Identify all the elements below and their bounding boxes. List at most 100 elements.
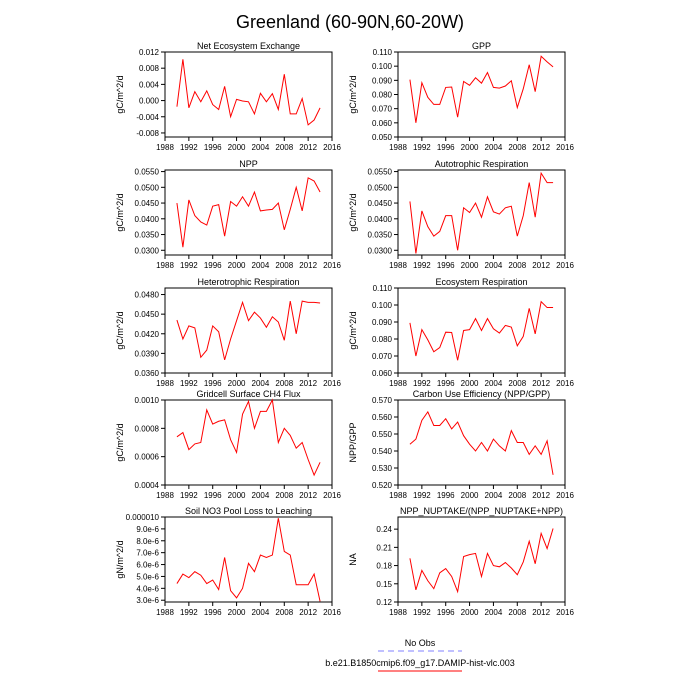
y-tick-label: 0.0350 bbox=[368, 231, 393, 240]
y-tick-label: 0.0500 bbox=[135, 183, 160, 192]
x-tick-label: 2000 bbox=[461, 261, 479, 270]
x-tick-label: 1992 bbox=[413, 143, 431, 152]
x-tick-label: 2004 bbox=[485, 143, 503, 152]
x-tick-label: 1988 bbox=[156, 608, 174, 617]
y-tick-label: 0.530 bbox=[372, 464, 393, 473]
x-tick-label: 2008 bbox=[275, 379, 293, 388]
chart-panel: Carbon Use Efficiency (NPP/GPP) NPP/GPP 19… bbox=[348, 389, 574, 500]
x-tick-label: 1992 bbox=[180, 491, 198, 500]
x-tick-label: 2016 bbox=[556, 491, 574, 500]
x-tick-label: 1996 bbox=[204, 491, 222, 500]
y-tick-label: 0.0400 bbox=[368, 215, 393, 224]
chart-panel: Gridcell Surface CH4 Flux gC/m^2/d 1988 199… bbox=[115, 389, 341, 500]
y-axis-label: gC/m^2/d bbox=[115, 311, 125, 349]
x-tick-label: 2008 bbox=[508, 608, 526, 617]
chart-title: Ecosystem Respiration bbox=[435, 277, 527, 287]
y-tick-label: -0.004 bbox=[136, 113, 159, 122]
y-tick-label: 9.0e-6 bbox=[136, 525, 159, 534]
x-tick-label: 2016 bbox=[556, 143, 574, 152]
x-tick-label: 2012 bbox=[532, 261, 550, 270]
x-tick-label: 2012 bbox=[532, 379, 550, 388]
x-tick-label: 2004 bbox=[485, 608, 503, 617]
x-tick-label: 2016 bbox=[556, 379, 574, 388]
x-tick-label: 2012 bbox=[299, 261, 317, 270]
y-tick-label: 0.090 bbox=[372, 318, 393, 327]
x-tick-label: 1988 bbox=[389, 261, 407, 270]
x-tick-label: 1996 bbox=[204, 379, 222, 388]
y-tick-label: 0.540 bbox=[372, 447, 393, 456]
x-tick-label: 1992 bbox=[180, 143, 198, 152]
x-tick-label: 2008 bbox=[508, 491, 526, 500]
plot-frame bbox=[397, 169, 566, 256]
y-axis-label: gC/m^2/d bbox=[115, 423, 125, 461]
x-tick-label: 2004 bbox=[252, 261, 270, 270]
y-tick-label: 0.060 bbox=[372, 369, 393, 378]
x-tick-label: 2012 bbox=[299, 608, 317, 617]
x-tick-label: 1996 bbox=[437, 491, 455, 500]
x-tick-label: 1996 bbox=[204, 261, 222, 270]
x-tick-label: 2004 bbox=[485, 379, 503, 388]
y-tick-label: 0.090 bbox=[372, 76, 393, 85]
x-tick-label: 2000 bbox=[461, 143, 479, 152]
y-tick-label: 4.0e-6 bbox=[136, 584, 159, 593]
x-tick-label: 1988 bbox=[156, 143, 174, 152]
x-tick-label: 2012 bbox=[299, 379, 317, 388]
chart-panel: NPP gC/m^2/d 1988 1992 1996 2000 2004 2008 2012 2… bbox=[115, 159, 341, 270]
x-tick-label: 2000 bbox=[461, 608, 479, 617]
x-tick-label: 2000 bbox=[461, 491, 479, 500]
plot-frame bbox=[164, 399, 333, 486]
x-tick-label: 1988 bbox=[389, 379, 407, 388]
y-tick-label: 6.0e-6 bbox=[136, 561, 159, 570]
x-tick-label: 1996 bbox=[437, 261, 455, 270]
y-tick-label: 0.18 bbox=[376, 562, 392, 571]
series-line bbox=[176, 177, 321, 248]
x-tick-label: 2000 bbox=[228, 261, 246, 270]
chart-panel: NPP_NUPTAKE/(NPP_NUPTAKE+NPP) NA 1988 1992 1… bbox=[348, 506, 574, 617]
x-tick-label: 2016 bbox=[323, 379, 341, 388]
series-line bbox=[409, 528, 554, 594]
x-tick-label: 2016 bbox=[323, 143, 341, 152]
series-line bbox=[176, 518, 321, 602]
y-axis-label: gC/m^2/d bbox=[115, 193, 125, 231]
plot-frame bbox=[164, 516, 333, 603]
y-tick-label: 0.004 bbox=[139, 80, 160, 89]
x-tick-label: 2000 bbox=[228, 491, 246, 500]
legend: No Obs b.e21.B1850cmip6.f09_g17.DAMIP-hi… bbox=[325, 638, 515, 672]
plot-frame bbox=[397, 287, 566, 374]
y-tick-label: 0.0420 bbox=[135, 330, 160, 339]
x-tick-label: 2016 bbox=[556, 608, 574, 617]
plot-frame bbox=[397, 399, 566, 486]
plot-frame bbox=[397, 516, 566, 603]
chart-title: Soil NO3 Pool Loss to Leaching bbox=[185, 506, 312, 516]
x-tick-label: 1988 bbox=[156, 379, 174, 388]
y-tick-label: 0.100 bbox=[372, 62, 393, 71]
y-tick-label: 0.060 bbox=[372, 119, 393, 128]
chart-panel: Soil NO3 Pool Loss to Leaching gN/m^2/d 19… bbox=[115, 506, 341, 617]
series-line bbox=[176, 300, 321, 361]
y-tick-label: 0.12 bbox=[376, 598, 392, 607]
y-tick-label: 0.0360 bbox=[135, 369, 160, 378]
y-tick-label: 0.0550 bbox=[368, 168, 393, 177]
x-tick-label: 2012 bbox=[532, 608, 550, 617]
y-tick-label: 0.0500 bbox=[368, 183, 393, 192]
y-tick-label: 0.21 bbox=[376, 543, 392, 552]
plot-frame bbox=[164, 169, 333, 256]
y-tick-label: 0.0450 bbox=[135, 199, 160, 208]
x-tick-label: 2008 bbox=[275, 143, 293, 152]
y-tick-label: 0.070 bbox=[372, 105, 393, 114]
series-line bbox=[409, 55, 554, 123]
x-tick-label: 2008 bbox=[508, 379, 526, 388]
y-tick-label: 0.550 bbox=[372, 430, 393, 439]
page-title: Greenland (60-90N,60-20W) bbox=[236, 12, 464, 32]
x-tick-label: 1996 bbox=[437, 143, 455, 152]
y-axis-label: gC/m^2/d bbox=[348, 311, 358, 349]
y-tick-label: 0.100 bbox=[372, 301, 393, 310]
x-tick-label: 2008 bbox=[275, 608, 293, 617]
x-tick-label: 1992 bbox=[180, 261, 198, 270]
x-tick-label: 2004 bbox=[485, 491, 503, 500]
x-tick-label: 1996 bbox=[204, 608, 222, 617]
x-tick-label: 2004 bbox=[485, 261, 503, 270]
x-tick-label: 2000 bbox=[461, 379, 479, 388]
x-tick-label: 2004 bbox=[252, 143, 270, 152]
